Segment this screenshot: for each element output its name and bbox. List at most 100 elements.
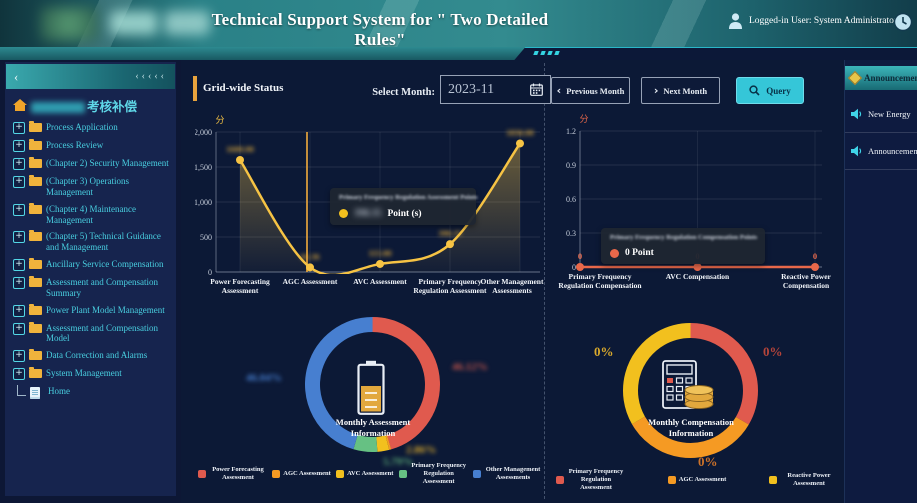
clock-icon[interactable]: [893, 12, 913, 32]
legend-item[interactable]: Reactive Power Assessment: [769, 472, 838, 488]
svg-text:Assessments: Assessments: [492, 286, 532, 295]
band-dash-decor: [547, 51, 553, 55]
tooltip-title: Primary Frequency Regulation Assessment …: [339, 194, 478, 201]
user-icon: [729, 13, 742, 29]
sidebar-item[interactable]: + Assessment and Compensation Summary: [13, 275, 173, 299]
user-box: Logged-in User: System Administrator: [728, 12, 897, 30]
legend-label: Power Forecasting Assessment: [212, 466, 264, 482]
sidebar-item-label: Process Review: [46, 140, 104, 151]
donut1-pct-other: 46.04%: [246, 372, 282, 384]
sidebar-item[interactable]: + Process Application: [13, 121, 173, 135]
assessment-line-chart[interactable]: 0 500 1,000 1,500 2,000 分 1600.00 66.36 115.00 39…: [194, 110, 545, 302]
assessment-donut-chart[interactable]: [300, 312, 445, 457]
company-logo: [40, 7, 98, 41]
legend-swatch: [667, 476, 676, 485]
sidebar-item-label: Power Plant Model Management: [46, 304, 165, 315]
select-month-label: Select Month:: [372, 87, 435, 98]
next-month-button[interactable]: › Next Month: [641, 77, 720, 104]
tree-connector: [17, 385, 26, 397]
donut2-pct-pfr: 0%: [763, 344, 783, 359]
announcement-label: Announcement: [868, 146, 917, 156]
chevron-left-icon: ‹: [556, 84, 562, 97]
sidebar-item[interactable]: + (Chapter 5) Technical Guidance and Man…: [13, 230, 173, 253]
legend-item[interactable]: Primary Frequency Regulation Assessment: [398, 462, 468, 486]
expand-plus-icon[interactable]: +: [13, 231, 25, 244]
sidebar-item[interactable]: + Data Correction and Alarms: [13, 349, 173, 363]
compensation-donut-title: Monthly Compensation Information: [648, 417, 734, 438]
legend-swatch: [198, 470, 206, 479]
sidebar-item-home[interactable]: Home: [13, 385, 173, 400]
speaker-icon: [851, 145, 862, 157]
tooltip-suffix: Point (s): [387, 208, 422, 219]
folder-icon: [29, 121, 42, 133]
legend-swatch: [556, 476, 564, 485]
announcements-header[interactable]: Announcements: [845, 66, 917, 90]
legend-item[interactable]: AVC Assessment: [336, 470, 393, 479]
svg-text:1,500: 1,500: [195, 163, 212, 172]
sidebar-item[interactable]: + Power Plant Model Management: [13, 303, 173, 317]
announcement-label: New Energy: [868, 109, 911, 119]
legend-item[interactable]: Primary Frequency Regulation Assessment: [556, 468, 625, 492]
svg-text:0: 0: [208, 268, 212, 277]
tooltip-title: Primary Frequency Regulation Compensatio…: [610, 234, 758, 241]
legend-item[interactable]: Power Forecasting Assessment: [198, 466, 267, 482]
expand-plus-icon[interactable]: +: [13, 158, 25, 171]
legend-item[interactable]: Other Management Assessments: [472, 466, 542, 482]
expand-plus-icon[interactable]: +: [13, 122, 25, 135]
calendar-icon[interactable]: [530, 83, 543, 96]
svg-text:AVC Compensation: AVC Compensation: [666, 272, 730, 281]
expand-plus-icon[interactable]: +: [13, 304, 25, 317]
expand-plus-icon[interactable]: +: [13, 176, 25, 189]
legend-item[interactable]: AGC Assessment: [667, 476, 726, 485]
compensation-donut-chart[interactable]: [618, 318, 763, 463]
tooltip-series-dot: [610, 248, 619, 258]
expand-plus-icon[interactable]: +: [13, 203, 25, 216]
sidebar-item-label: Data Correction and Alarms: [46, 350, 148, 361]
sidebar-item[interactable]: + (Chapter 2) Security Management: [13, 157, 173, 171]
company-logo-text-1: [110, 11, 158, 35]
donut-segment[interactable]: [300, 312, 445, 457]
month-picker-input[interactable]: 2023-11: [440, 75, 551, 104]
chevrons-decor-icon: ‹‹‹‹‹: [135, 71, 167, 82]
sidebar-item[interactable]: + System Management: [13, 367, 173, 381]
sidebar-item[interactable]: + Process Review: [13, 139, 173, 153]
section-title: Grid-wide Status: [203, 82, 284, 94]
sidebar-collapse-bar[interactable]: ‹ ‹‹‹‹‹: [6, 64, 175, 89]
battery-icon: [357, 360, 385, 415]
svg-text:1836.00: 1836.00: [506, 127, 534, 137]
svg-text:2,000: 2,000: [195, 128, 212, 137]
svg-text:Regulation Compensation: Regulation Compensation: [558, 281, 642, 290]
sidebar-item[interactable]: + (Chapter 3) Operations Management: [13, 175, 173, 198]
sidebar-root-label: 考核补偿: [87, 100, 138, 114]
sidebar-item-label: Ancillary Service Compensation: [46, 258, 164, 269]
folder-icon: [29, 275, 42, 287]
sidebar-root-item[interactable]: 考核补偿: [13, 98, 173, 116]
svg-text:Compensation: Compensation: [783, 281, 830, 290]
collapse-arrow-icon[interactable]: ‹: [14, 68, 19, 84]
expand-plus-icon[interactable]: +: [13, 140, 25, 153]
sidebar-item[interactable]: + Ancillary Service Compensation: [13, 257, 173, 271]
sidebar-item[interactable]: + Assessment and Compensation Model: [13, 321, 173, 345]
expand-plus-icon[interactable]: +: [13, 258, 25, 271]
search-icon: [749, 85, 760, 96]
expand-plus-icon[interactable]: +: [13, 350, 25, 363]
band-dash-decor: [533, 51, 539, 55]
announcement-item[interactable]: Announcement: [845, 133, 917, 170]
logged-in-user-label: Logged-in User: System Administrator: [749, 16, 898, 26]
previous-month-button[interactable]: ‹ Previous Month: [551, 77, 630, 104]
sidebar-item[interactable]: + (Chapter 4) Maintenance Management: [13, 202, 173, 226]
donut-segment[interactable]: [300, 312, 445, 457]
announcement-item[interactable]: New Energy: [845, 96, 917, 133]
expand-plus-icon[interactable]: +: [13, 322, 25, 335]
legend-swatch: [272, 470, 281, 479]
band-dash-decor: [554, 51, 560, 55]
query-button[interactable]: Query: [736, 77, 804, 104]
svg-text:0: 0: [578, 251, 582, 261]
donut-segment[interactable]: [300, 312, 445, 457]
expand-plus-icon[interactable]: +: [13, 276, 25, 289]
compensation-line-chart[interactable]: 00.30.60.91.2分000Primary FrequencyRegula…: [550, 110, 845, 302]
expand-plus-icon[interactable]: +: [13, 368, 25, 381]
company-logo-text-2: [164, 11, 210, 35]
legend-item[interactable]: AGC Assessment: [272, 470, 331, 479]
